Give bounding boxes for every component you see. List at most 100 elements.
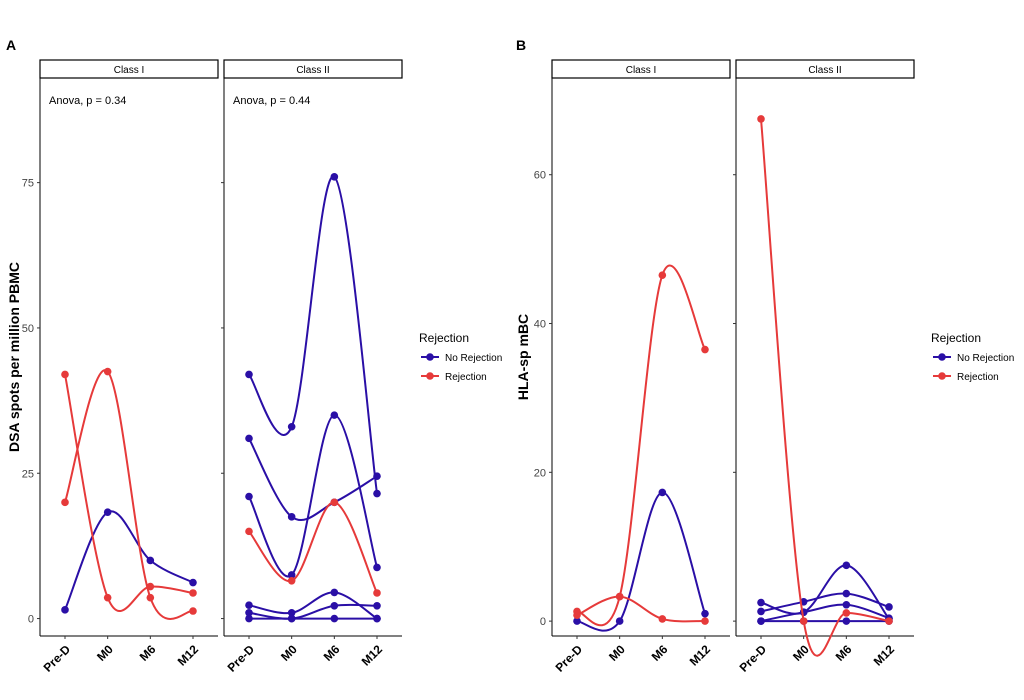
data-point-no-rejection [330, 173, 339, 181]
x-tick-label: M0 [606, 642, 628, 664]
data-point-no-rejection [245, 601, 253, 609]
data-point-no-rejection [245, 434, 253, 443]
legend-key-point [938, 372, 946, 380]
data-point-rejection [757, 115, 765, 123]
legend-entry-label: Rejection [445, 372, 487, 383]
data-point-no-rejection [287, 614, 296, 623]
legend-entry-label: No Rejection [445, 353, 502, 364]
facet-strip [735, 59, 915, 79]
data-point-no-rejection [373, 472, 381, 480]
data-point-no-rejection [757, 617, 765, 625]
anova-annotation: Anova, p = 0.44 [233, 95, 310, 107]
y-tick-label: 50 [22, 323, 34, 335]
data-point-rejection [103, 593, 112, 602]
x-tick-label: M0 [278, 642, 300, 664]
data-point-rejection [573, 611, 581, 619]
legend: Rejection No Rejection Rejection [931, 331, 1014, 383]
x-tick-label: Pre-D [553, 642, 586, 675]
y-tick-label: 25 [22, 468, 34, 480]
data-point-rejection [615, 592, 624, 601]
facet-class-ii: Class II Pre-D M0 M6 M12 Anova, p = 0.44 [221, 59, 403, 675]
data-point-no-rejection [373, 614, 381, 623]
x-tick-label: M0 [94, 642, 116, 664]
x-tick-label: Pre-D [737, 642, 770, 675]
data-point-no-rejection [842, 617, 851, 625]
facet-strip-label: Class II [808, 65, 841, 76]
x-tick-label: Pre-D [41, 642, 74, 675]
legend-key-point [426, 353, 434, 361]
data-point-rejection [245, 527, 253, 536]
data-point-rejection [61, 370, 69, 379]
x-tick-label: M12 [359, 642, 386, 669]
data-point-no-rejection [842, 589, 851, 598]
facet-strip [223, 59, 403, 79]
data-point-rejection [885, 617, 893, 625]
data-point-rejection [287, 576, 296, 585]
series-line-no-rejection [64, 510, 194, 611]
series-line-no-rejection [576, 491, 706, 632]
data-point-no-rejection [373, 601, 381, 610]
facet-class-i: Class I 0 25 50 75 Pre-D M0 M6 M12 Anova, p = 0.3… [22, 59, 219, 675]
x-tick-label: M6 [321, 642, 343, 664]
y-axis-label: DSA spots per million PBMC [6, 262, 22, 452]
legend: Rejection No Rejection Rejection [419, 331, 502, 383]
facet-class-i: Class I 0 20 40 60 Pre-D M0 M6 M12 [534, 59, 731, 675]
data-point-no-rejection [757, 607, 765, 616]
data-point-no-rejection [245, 608, 253, 617]
y-tick-label: 20 [534, 467, 546, 479]
data-point-no-rejection [245, 370, 253, 379]
data-point-no-rejection [757, 598, 765, 607]
data-point-no-rejection [146, 556, 155, 565]
series-line-rejection [248, 501, 378, 594]
data-point-no-rejection [573, 617, 581, 625]
data-point-no-rejection [245, 492, 253, 501]
data-point-no-rejection [373, 489, 381, 498]
series-line-no-rejection [760, 592, 890, 613]
data-point-rejection [189, 607, 197, 615]
anova-annotation: Anova, p = 0.34 [49, 95, 126, 107]
data-point-no-rejection [287, 422, 296, 431]
data-point-no-rejection [701, 609, 709, 618]
series-line-no-rejection [248, 414, 378, 578]
panel-letter: B [516, 37, 526, 53]
series-line-rejection [576, 595, 706, 623]
series-line-no-rejection [760, 564, 890, 620]
facet-strip-label: Class II [296, 65, 329, 76]
legend-title: Rejection [931, 331, 981, 345]
x-tick-label: M12 [175, 642, 202, 669]
y-tick-label: 60 [534, 170, 546, 182]
data-point-no-rejection [330, 588, 339, 597]
series-line-rejection [576, 264, 706, 627]
x-tick-label: M12 [871, 642, 898, 669]
legend-entry-label: No Rejection [957, 353, 1014, 364]
legend-title: Rejection [419, 331, 469, 345]
data-point-rejection [146, 593, 155, 602]
legend-entry-label: Rejection [957, 372, 999, 383]
data-point-rejection [103, 367, 112, 376]
y-tick-label: 75 [22, 178, 34, 190]
data-point-no-rejection [842, 600, 851, 609]
x-tick-label: M6 [649, 642, 671, 664]
y-tick-label: 0 [540, 616, 546, 628]
series-line-rejection [64, 374, 194, 613]
data-point-no-rejection [189, 578, 197, 587]
data-point-no-rejection [287, 608, 296, 617]
facet-strip [551, 59, 731, 79]
data-point-no-rejection [61, 606, 69, 614]
data-point-rejection [842, 609, 851, 617]
data-point-no-rejection [842, 561, 851, 570]
data-point-rejection [330, 498, 339, 507]
data-point-no-rejection [330, 614, 339, 623]
series-line-rejection [64, 369, 194, 620]
facet-strip-label: Class I [114, 65, 145, 76]
y-tick-label: 40 [534, 319, 546, 331]
x-tick-label: M6 [137, 642, 159, 664]
data-point-no-rejection [330, 411, 339, 419]
data-point-no-rejection [615, 617, 624, 625]
data-point-rejection [61, 498, 69, 507]
data-point-no-rejection [373, 563, 381, 572]
x-tick-label: Pre-D [225, 642, 258, 675]
data-point-rejection [701, 617, 709, 625]
